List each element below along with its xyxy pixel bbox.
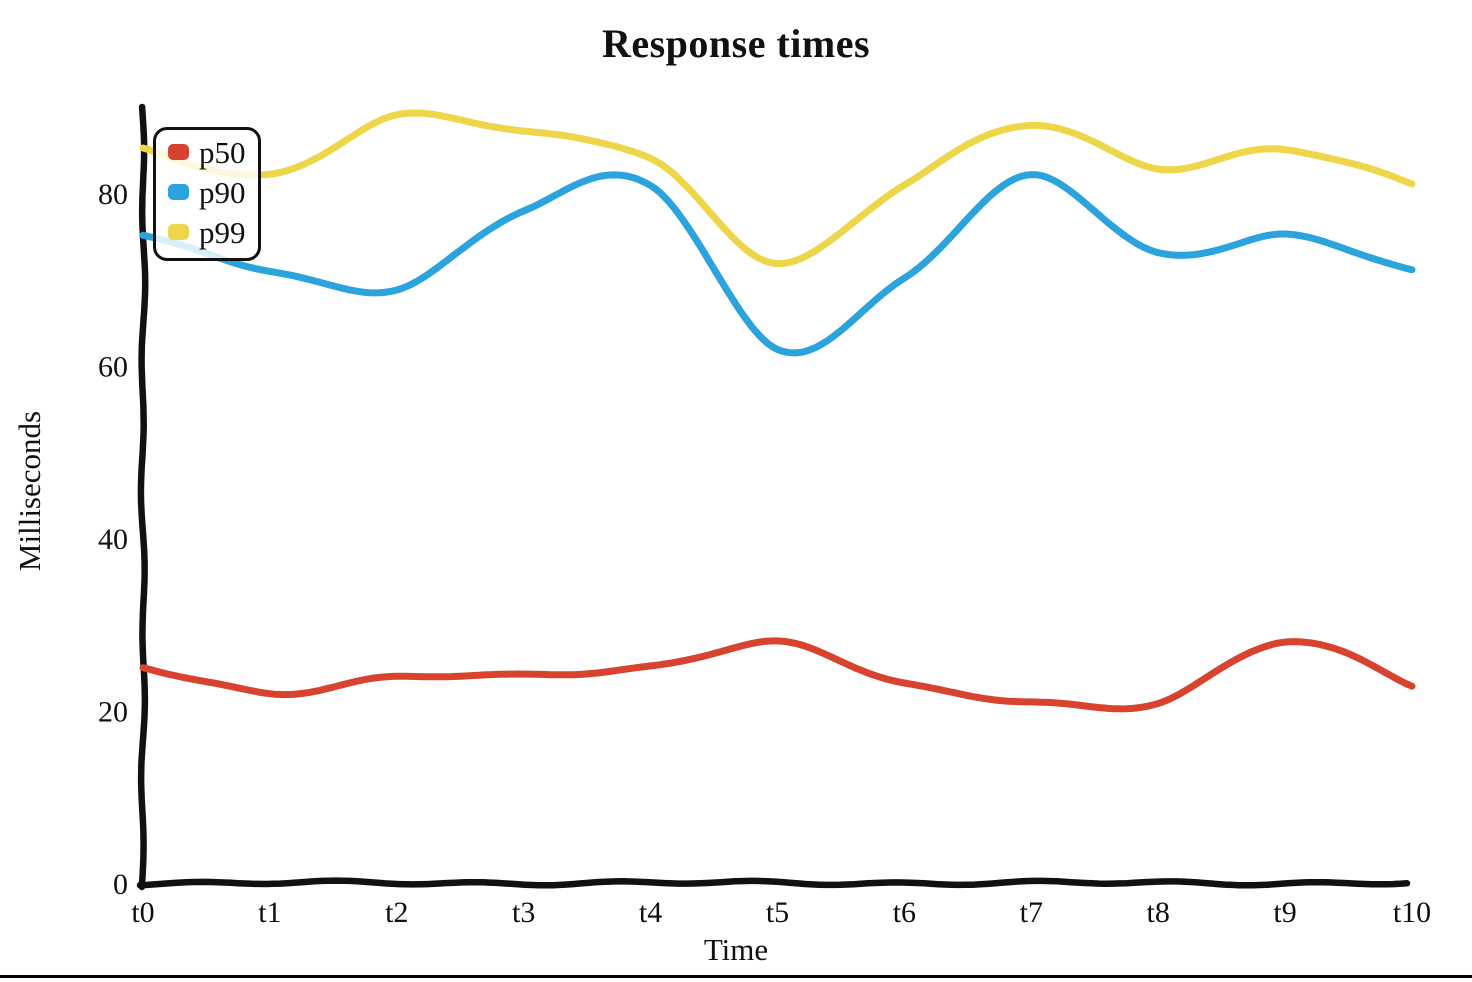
legend-label: p50 <box>199 134 246 170</box>
legend-swatch-p99 <box>168 224 189 240</box>
y-axis-line <box>137 103 149 891</box>
series-line-p90 <box>139 171 1416 357</box>
legend-item-p50: p50 <box>168 132 246 172</box>
y-axis-label: Milliseconds <box>12 410 47 572</box>
x-tick-label: t1 <box>258 896 281 929</box>
series-line-p99 <box>139 109 1416 268</box>
x-tick-label: t4 <box>639 896 662 929</box>
legend-label: p90 <box>199 174 246 210</box>
legend-item-p90: p90 <box>168 172 246 212</box>
y-tick-label: 80 <box>98 178 128 211</box>
x-tick-label: t3 <box>512 896 535 929</box>
x-axis-label: Time <box>703 932 769 967</box>
y-tick-label: 0 <box>113 868 128 901</box>
bottom-divider <box>0 975 1472 978</box>
legend-swatch-p50 <box>168 144 189 160</box>
y-tick-label: 40 <box>98 523 128 556</box>
x-tick-label: t7 <box>1020 896 1043 929</box>
legend: p50 p90 p99 <box>153 127 261 261</box>
series-line-p50 <box>139 637 1416 713</box>
x-tick-label: t6 <box>893 896 916 929</box>
x-tick-label: t5 <box>766 896 789 929</box>
x-tick-label: t0 <box>131 896 154 929</box>
x-tick-label: t10 <box>1393 896 1431 929</box>
legend-item-p99: p99 <box>168 212 246 252</box>
chart-title: Response times <box>601 21 871 66</box>
y-tick-label: 60 <box>98 351 128 384</box>
x-tick-label: t8 <box>1147 896 1170 929</box>
y-tick-label: 20 <box>98 696 128 729</box>
x-axis-line <box>136 877 1411 889</box>
x-tick-label: t2 <box>385 896 408 929</box>
legend-label: p99 <box>199 214 246 250</box>
legend-swatch-p90 <box>168 184 189 200</box>
x-tick-label: t9 <box>1273 896 1296 929</box>
